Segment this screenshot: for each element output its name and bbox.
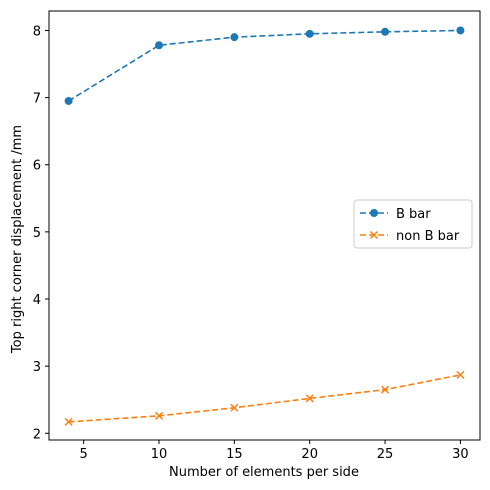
legend-box — [353, 199, 473, 249]
x-tick-label: 15 — [226, 447, 243, 462]
y-tick-label: 2 — [33, 427, 41, 442]
data-point — [305, 394, 314, 403]
y-tick-label: 6 — [33, 159, 41, 174]
data-point — [305, 29, 314, 38]
data-point — [381, 27, 390, 36]
legend-label: B bar — [396, 207, 431, 222]
x-tick-label: 30 — [452, 447, 469, 462]
series-line-1 — [68, 29, 461, 102]
data-point — [230, 403, 239, 412]
data-point — [64, 96, 73, 105]
legend-marker — [370, 209, 378, 217]
plot-frame — [48, 10, 481, 441]
legend-label: non B bar — [396, 229, 460, 244]
data-point — [230, 33, 239, 42]
data-point — [456, 26, 465, 35]
data-point — [456, 370, 465, 379]
legend-marker — [369, 230, 379, 240]
y-tick-label: 8 — [33, 24, 41, 39]
x-axis-label: Number of elements per side — [169, 465, 359, 480]
plot-area: 5 10 15 20 25 30 2 3 4 5 6 7 8 B bar non B bar — [33, 10, 481, 462]
data-point — [154, 411, 164, 420]
data-point — [381, 385, 390, 394]
x-tick-label: 25 — [377, 447, 394, 462]
y-axis-label: Top right corner displacement /mm — [10, 125, 25, 354]
y-tick-label: 5 — [33, 226, 41, 241]
x-tick-label: 5 — [80, 447, 88, 462]
x-tick-label: 20 — [301, 447, 318, 462]
data-point — [64, 417, 73, 426]
series-line-2 — [68, 374, 461, 423]
y-tick-label: 7 — [33, 92, 41, 107]
y-tick-label: 4 — [33, 293, 41, 308]
y-tick-label: 3 — [33, 360, 41, 375]
data-point — [155, 41, 164, 50]
x-tick-label: 10 — [151, 447, 168, 462]
